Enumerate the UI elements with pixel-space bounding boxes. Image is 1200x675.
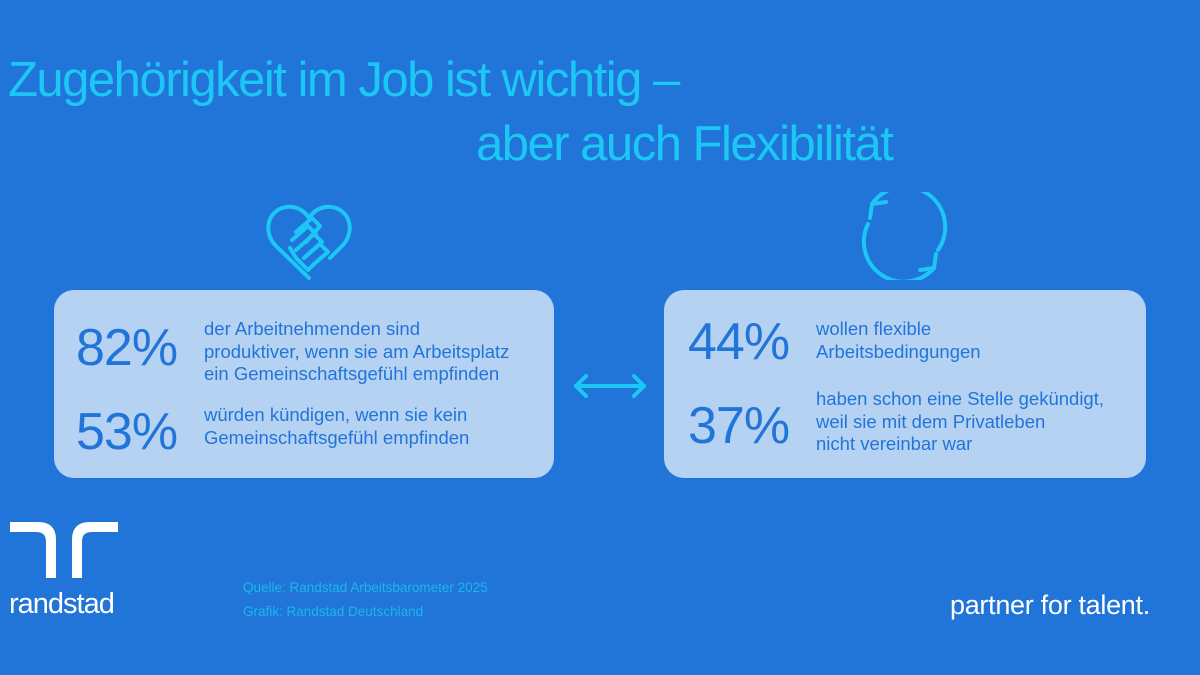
- stat-description: wollen flexible Arbeitsbedingungen: [816, 318, 981, 362]
- stat-value: 37%: [688, 397, 790, 455]
- title-line-1: Zugehörigkeit im Job ist wichtig –: [8, 53, 680, 107]
- stats-card-flexibility: 44% wollen flexible Arbeitsbedingungen 3…: [664, 290, 1146, 478]
- stat-value: 53%: [76, 403, 178, 461]
- source-text: Quelle: Randstad Arbeitsbarometer 2025: [243, 580, 488, 595]
- stat-description: würden kündigen, wenn sie kein Gemeinsch…: [204, 404, 470, 448]
- tagline: partner for talent.: [950, 590, 1150, 620]
- stat-value: 44%: [688, 313, 790, 371]
- stats-card-belonging: 82% der Arbeitnehmenden sind produktiver…: [54, 290, 554, 478]
- title-line-2: aber auch Flexibilität: [476, 117, 894, 171]
- double-arrow-icon: [572, 372, 648, 400]
- stat-description: haben schon eine Stelle gekündigt, weil …: [816, 388, 1104, 454]
- brand-wordmark: randstad: [9, 588, 115, 620]
- randstad-logo-icon: [10, 522, 120, 580]
- stat-description: der Arbeitnehmenden sind produktiver, we…: [204, 318, 510, 384]
- stat-value: 82%: [76, 319, 178, 377]
- graphic-credit: Grafik: Randstad Deutschland: [243, 604, 424, 619]
- heart-handshake-icon: [262, 198, 356, 284]
- refresh-cycle-icon: [858, 184, 948, 284]
